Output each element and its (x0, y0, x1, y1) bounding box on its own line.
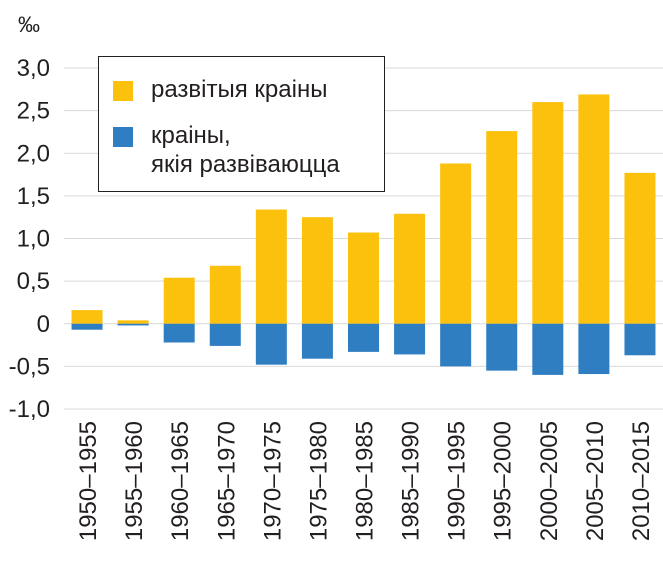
bar-developed (71, 310, 103, 324)
x-tick-label: 2005–2010 (582, 421, 609, 541)
bar-developing (163, 323, 195, 343)
x-tick-label: 1980–1985 (352, 421, 379, 541)
bar-developing (394, 323, 426, 355)
y-tick-label: -0,5 (9, 353, 50, 380)
x-tick-label: 1950–1955 (75, 421, 102, 541)
bar-developing (117, 323, 149, 326)
legend-item-developing: краіны, якія развіваюцца (113, 121, 340, 179)
y-tick-label: 1,5 (17, 183, 50, 210)
bar-developing (624, 323, 656, 356)
x-tick-label: 2010–2015 (628, 421, 655, 541)
x-tick-label: 2000–2005 (536, 421, 563, 541)
y-tick-label: 3,0 (17, 55, 50, 82)
bar-developed (209, 265, 241, 324)
bar-developed (117, 320, 149, 324)
x-tick-label: 1970–1975 (259, 421, 286, 541)
legend-item-developed: развітыя краіны (113, 75, 327, 104)
bars (71, 94, 656, 375)
bar-developing (440, 323, 472, 367)
x-tick-label: 1990–1995 (444, 421, 471, 541)
legend-label-developing: краіны, якія развіваюцца (151, 122, 340, 178)
bar-developing (486, 323, 518, 371)
bar-developed (163, 277, 195, 324)
x-tick-label: 1960–1965 (167, 421, 194, 541)
y-tick-label: -1,0 (9, 396, 50, 423)
bar-developed (486, 131, 518, 324)
legend-swatch-developed (113, 81, 133, 101)
bar-developed (440, 163, 472, 324)
bar-developed (348, 232, 379, 324)
x-tick-label: 1985–1990 (398, 421, 425, 541)
legend-label-developed: развітыя краіны (151, 76, 328, 103)
y-tick-label: 0 (37, 311, 50, 338)
x-tick-label: 1975–1980 (305, 421, 332, 541)
x-axis-ticks: 1950–1955 1955–1960 1960–1965 1965–1970 1970… (75, 421, 655, 541)
bar-developing (532, 323, 564, 375)
bar-developed (301, 217, 333, 324)
y-tick-label: 2,5 (17, 98, 50, 125)
bar-developed (578, 94, 610, 324)
bar-developed (624, 172, 656, 324)
bar-developed (255, 209, 287, 324)
legend-swatch-developing (113, 127, 133, 147)
y-axis-ticks: 3,0 2,5 2,0 1,5 1,0 0,5 0 -0,5 -1,0 (9, 55, 50, 423)
x-tick-label: 1995–2000 (490, 421, 517, 541)
bar-developing (301, 323, 333, 359)
bar-developing (348, 323, 379, 352)
y-tick-label: 2,0 (17, 140, 50, 167)
bar-developing (71, 323, 103, 330)
y-tick-label: 1,0 (17, 226, 50, 253)
legend: развітыя краіны краіны, якія развіваюцца (98, 56, 385, 192)
unit-label: ‰ (18, 12, 40, 37)
x-tick-label: 1955–1960 (121, 421, 148, 541)
bar-developed (532, 102, 564, 324)
bar-developing (578, 323, 610, 375)
bar-developing (255, 323, 287, 365)
bar-developed (394, 213, 426, 324)
bar-developing (209, 323, 241, 346)
x-tick-label: 1965–1970 (213, 421, 240, 541)
y-tick-label: 0,5 (17, 268, 50, 295)
